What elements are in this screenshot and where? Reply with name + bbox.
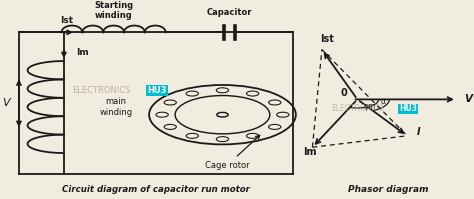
Text: Cage rotor: Cage rotor [205,135,260,170]
Text: α: α [381,97,386,106]
Text: ELECTRONICS: ELECTRONICS [73,86,131,95]
Text: HU3: HU3 [147,86,167,95]
Text: Capacitor: Capacitor [207,8,252,17]
Text: Circuit diagram of capacitor run motor: Circuit diagram of capacitor run motor [62,185,250,194]
Text: Ist: Ist [60,16,73,25]
Text: Im: Im [303,147,317,157]
Text: Starting
winding: Starting winding [94,1,133,20]
Text: Im: Im [76,48,89,57]
Text: ELECTRONICS: ELECTRONICS [331,104,384,113]
Text: Phasor diagram: Phasor diagram [348,185,428,194]
Text: Ist: Ist [319,34,334,44]
Text: I: I [417,127,421,137]
Text: V: V [2,98,9,108]
Text: V: V [464,94,472,104]
Text: HU3: HU3 [399,104,417,113]
Text: φm: φm [364,101,376,111]
Text: 0: 0 [341,88,347,98]
Text: main
winding: main winding [100,97,133,117]
